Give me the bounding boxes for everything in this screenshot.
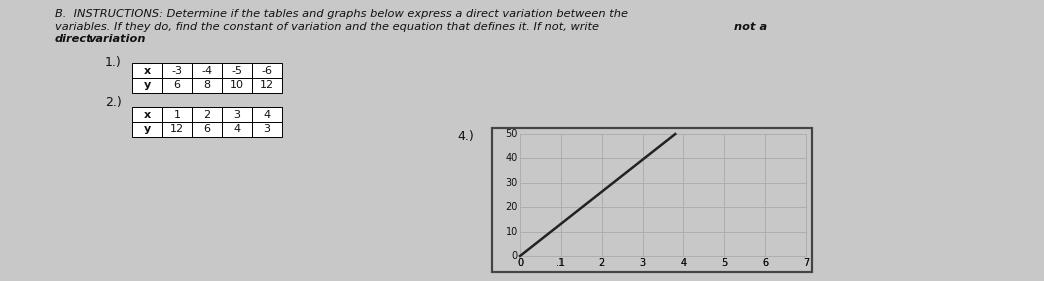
Bar: [132, 107, 162, 122]
Text: x: x: [143, 110, 150, 119]
Text: 7: 7: [803, 258, 809, 268]
Text: 4: 4: [681, 258, 687, 268]
Text: 8: 8: [204, 80, 211, 90]
Text: 2: 2: [204, 110, 211, 119]
Text: 4.): 4.): [457, 130, 474, 143]
Bar: [222, 78, 252, 93]
Text: x: x: [143, 65, 150, 76]
Text: 4: 4: [263, 110, 270, 119]
Text: 10: 10: [230, 80, 244, 90]
Text: variation: variation: [88, 34, 145, 44]
Text: y: y: [143, 80, 150, 90]
Text: 0: 0: [517, 258, 523, 268]
Text: 3: 3: [640, 258, 645, 268]
Text: 2.): 2.): [105, 96, 122, 109]
Bar: [222, 107, 252, 122]
Bar: [492, 128, 812, 272]
Bar: [222, 122, 252, 137]
Text: B.  INSTRUCTIONS: Determine if the tables and graphs below express a direct vari: B. INSTRUCTIONS: Determine if the tables…: [55, 9, 628, 19]
Bar: [162, 63, 192, 78]
Text: 12: 12: [170, 124, 184, 135]
Text: 1: 1: [557, 258, 564, 268]
Text: 1.): 1.): [105, 56, 122, 69]
Bar: [132, 78, 162, 93]
Text: 5: 5: [721, 258, 728, 268]
Text: y: y: [143, 124, 150, 135]
Bar: [222, 63, 252, 78]
Text: 4: 4: [681, 258, 687, 268]
Text: 0: 0: [512, 251, 518, 261]
Bar: [192, 107, 222, 122]
Text: not a: not a: [734, 22, 767, 32]
Text: .1: .1: [556, 258, 566, 268]
Text: 7: 7: [803, 258, 809, 268]
Bar: [162, 122, 192, 137]
Text: -4: -4: [201, 65, 213, 76]
Text: -6: -6: [261, 65, 272, 76]
Text: 6: 6: [204, 124, 211, 135]
Text: direct: direct: [55, 34, 93, 44]
Text: 2: 2: [598, 258, 604, 268]
Text: 6: 6: [762, 258, 768, 268]
Bar: [252, 122, 282, 137]
Bar: [192, 63, 222, 78]
Text: 30: 30: [505, 178, 518, 188]
Text: -5: -5: [232, 65, 242, 76]
Text: 10: 10: [505, 226, 518, 237]
Bar: [252, 107, 282, 122]
Text: 40: 40: [505, 153, 518, 163]
Text: -3: -3: [171, 65, 183, 76]
Bar: [252, 78, 282, 93]
Text: 4: 4: [234, 124, 240, 135]
Text: 6: 6: [762, 258, 768, 268]
Bar: [162, 78, 192, 93]
Text: 0: 0: [517, 258, 523, 268]
Bar: [132, 63, 162, 78]
Bar: [192, 122, 222, 137]
Text: 3: 3: [234, 110, 240, 119]
Bar: [192, 78, 222, 93]
Bar: [132, 122, 162, 137]
Bar: [162, 107, 192, 122]
Bar: [252, 63, 282, 78]
Bar: [492, 128, 812, 272]
Text: variables. If they do, find the constant of variation and the equation that defi: variables. If they do, find the constant…: [55, 22, 602, 32]
Text: 3: 3: [263, 124, 270, 135]
Text: 3: 3: [640, 258, 645, 268]
Text: 1: 1: [173, 110, 181, 119]
Text: 12: 12: [260, 80, 275, 90]
Text: 6: 6: [173, 80, 181, 90]
Text: 5: 5: [721, 258, 728, 268]
Text: 2: 2: [598, 258, 604, 268]
Text: 20: 20: [505, 202, 518, 212]
Text: 50: 50: [505, 129, 518, 139]
